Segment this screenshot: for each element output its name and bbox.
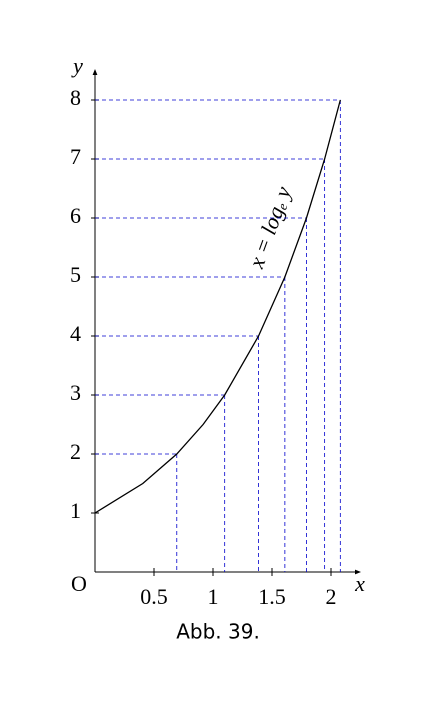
- x-axis-label: x: [354, 571, 365, 596]
- y-tick-label: 7: [70, 144, 81, 169]
- x-tick-label: 2: [326, 584, 337, 609]
- caption: Abb. 39.: [176, 620, 260, 644]
- y-axis-label: y: [71, 53, 83, 78]
- y-tick-label: 3: [70, 380, 81, 405]
- x-tick-label: 1: [208, 584, 219, 609]
- x-tick-label: 1.5: [258, 584, 286, 609]
- y-tick-label: 4: [70, 321, 81, 346]
- y-tick-label: 6: [70, 203, 81, 228]
- y-tick-label: 1: [70, 498, 81, 523]
- curve-label: x = logₑ y: [243, 183, 296, 272]
- x-tick-label: 0.5: [140, 584, 168, 609]
- origin-label: O: [71, 571, 87, 596]
- curve: [94, 99, 341, 514]
- y-tick-label: 8: [70, 85, 81, 110]
- y-tick-label: 2: [70, 439, 81, 464]
- y-tick-label: 5: [70, 262, 81, 287]
